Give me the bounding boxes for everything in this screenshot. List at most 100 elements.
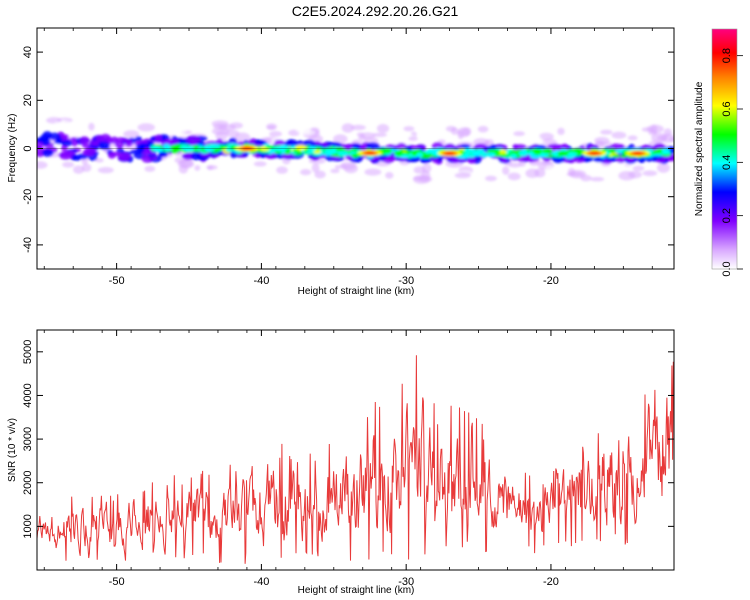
spectrogram-cell	[79, 136, 90, 145]
spectrogram-core-cell	[312, 150, 322, 154]
spectrogram-speckle	[431, 129, 439, 135]
spectrogram-speckle	[580, 174, 592, 182]
spectrogram-cell	[115, 140, 125, 149]
snr-x-tick-label: -20	[543, 576, 559, 588]
spectrogram-x-tick-label: -40	[253, 275, 269, 287]
spectrogram-speckle	[557, 127, 565, 136]
snr-y-tick-label: 2000	[22, 470, 34, 494]
spectrogram-speckle	[225, 129, 240, 138]
spectrogram-cell	[165, 138, 180, 145]
spectrogram-speckle	[340, 161, 357, 170]
spectrogram-speckle	[485, 175, 497, 182]
snr-frame	[36, 329, 675, 571]
spectrogram-x-tick-label: -30	[398, 275, 414, 287]
spectrogram-speckle	[628, 124, 640, 132]
spectrogram-cell	[365, 142, 380, 150]
snr-y-tick-label: 1000	[22, 514, 34, 538]
spectrogram-speckle	[333, 134, 348, 144]
colorbar-label: Normalized spectral amplitude	[694, 81, 705, 216]
spectrogram-cell	[500, 157, 508, 164]
spectrogram-y-tick-label: 40	[22, 46, 34, 58]
spectrogram-speckle	[656, 162, 670, 173]
spectrogram-core-cell	[486, 151, 496, 158]
spectrogram-speckle	[298, 129, 316, 136]
spectrogram-cell	[84, 147, 96, 156]
spectrogram-speckle	[137, 123, 155, 132]
snr-x-axis-label: Height of straight line (km)	[298, 585, 415, 596]
spectrogram-peak-core	[632, 151, 643, 155]
colorbar-frame	[711, 28, 738, 270]
spectrogram-x-tick-label: -50	[109, 275, 125, 287]
spectrogram-core-cell	[183, 146, 195, 153]
spectrogram-panel: -50 -40 -30 -20 -40 -20 0 20 40 Height of straig…	[7, 27, 675, 297]
spectrogram-core-cell	[476, 148, 485, 153]
spectrogram-speckle	[627, 135, 638, 141]
spectrogram-cell	[449, 157, 461, 164]
colorbar-tick-label: 0.4	[721, 155, 733, 170]
snr-x-tick-label: -40	[253, 576, 269, 588]
spectrogram-speckle	[341, 123, 354, 133]
spectrogram-speckle	[364, 168, 382, 176]
spectrogram-speckle	[477, 125, 489, 133]
spectrogram-cell	[144, 147, 151, 155]
spectrogram-cell	[274, 139, 286, 146]
spectrogram-cell	[158, 151, 169, 158]
spectrogram-core-cell	[498, 149, 507, 155]
spectrogram-y-axis-label: Frequency (Hz)	[7, 114, 18, 183]
spectrogram-speckle	[350, 124, 366, 131]
spectrogram-speckle	[445, 125, 457, 132]
spectrogram-core-cell	[572, 148, 583, 153]
figure-title: C2E5.2024.292.20.26.G21	[292, 3, 459, 19]
spectrogram-core-cell	[337, 150, 349, 157]
spectrogram-y-tick-label: -20	[22, 189, 34, 205]
spectrogram-speckle	[253, 161, 267, 167]
colorbar-tick-label: 0.0	[721, 261, 733, 276]
spectrogram-axes: -50 -40 -30 -20 -40 -20 0 20 40	[22, 28, 674, 287]
spectrogram-cell	[100, 133, 111, 143]
spectrogram-cell	[140, 143, 154, 151]
snr-x-tick-label: -30	[398, 576, 414, 588]
spectrogram-speckle	[403, 126, 415, 132]
spectrogram-speckle	[163, 119, 178, 128]
spectrogram-core-cell	[323, 148, 336, 155]
spectrogram-speckle	[194, 165, 201, 171]
spectrogram-speckle	[590, 176, 605, 182]
snr-y-tick-label: 5000	[22, 340, 34, 364]
spectrogram-cell	[130, 148, 143, 155]
spectrogram-speckle	[385, 172, 394, 179]
snr-panel: -50 -40 -30 -20 1000 2000 3000 4000 5000 Height …	[7, 329, 675, 596]
spectrogram-y-tick-label: 0	[22, 145, 34, 151]
spectrogram-speckle	[421, 163, 432, 173]
spectrogram-core-cell	[335, 147, 345, 152]
spectrogram-cell	[135, 136, 142, 142]
spectrogram-speckle	[215, 130, 228, 141]
spectrogram-speckle	[37, 161, 48, 169]
spectrogram-core-cell	[351, 153, 360, 157]
snr-x-tick-label: -50	[109, 576, 125, 588]
spectrogram-speckle	[600, 129, 613, 135]
spectrogram-speckle	[123, 130, 140, 138]
spectrogram-peak-core	[364, 151, 375, 155]
spectrogram-cell	[71, 139, 78, 147]
snr-y-tick-label: 4000	[22, 383, 34, 407]
spectrogram-core-cell	[488, 149, 496, 153]
spectrogram-cell	[467, 155, 476, 164]
spectrogram-speckle	[413, 174, 431, 184]
spectrogram-cell	[110, 136, 118, 144]
spectrogram-cell	[190, 151, 201, 161]
spectrogram-cell	[37, 137, 46, 143]
spectrogram-speckle	[88, 122, 95, 131]
spectrogram-y-tick-label: 20	[22, 94, 34, 106]
spectrogram-speckle	[311, 163, 320, 173]
spectrogram-x-axis-label: Height of straight line (km)	[298, 286, 415, 297]
spectrogram-cell	[42, 148, 54, 157]
spectrogram-x-tick-label: -20	[543, 275, 559, 287]
spectrogram-core-cell	[498, 153, 510, 157]
spectrogram-core-cell	[480, 151, 488, 158]
spectrogram-speckle	[160, 162, 172, 169]
spectrogram-speckle	[538, 132, 554, 141]
spectrogram-core-cell	[557, 150, 569, 157]
spectrogram-speckle	[249, 126, 263, 135]
spectrogram-speckle	[376, 123, 390, 133]
spectrogram-speckle	[54, 121, 64, 126]
